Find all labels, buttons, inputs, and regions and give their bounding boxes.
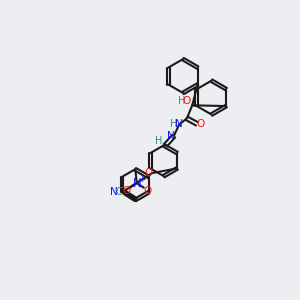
- Text: C: C: [116, 187, 122, 196]
- Text: N: N: [167, 131, 175, 141]
- Text: H: H: [170, 119, 178, 129]
- Text: O: O: [144, 168, 152, 178]
- Text: H: H: [178, 96, 185, 106]
- Text: H: H: [155, 136, 163, 146]
- Text: O: O: [122, 186, 130, 196]
- Text: N: N: [132, 177, 141, 190]
- Text: N: N: [175, 119, 182, 129]
- Text: O: O: [196, 119, 205, 129]
- Text: O: O: [143, 186, 152, 196]
- Text: O: O: [183, 96, 191, 106]
- Text: N: N: [110, 187, 118, 197]
- Text: -: -: [120, 183, 123, 192]
- Text: +: +: [138, 176, 145, 184]
